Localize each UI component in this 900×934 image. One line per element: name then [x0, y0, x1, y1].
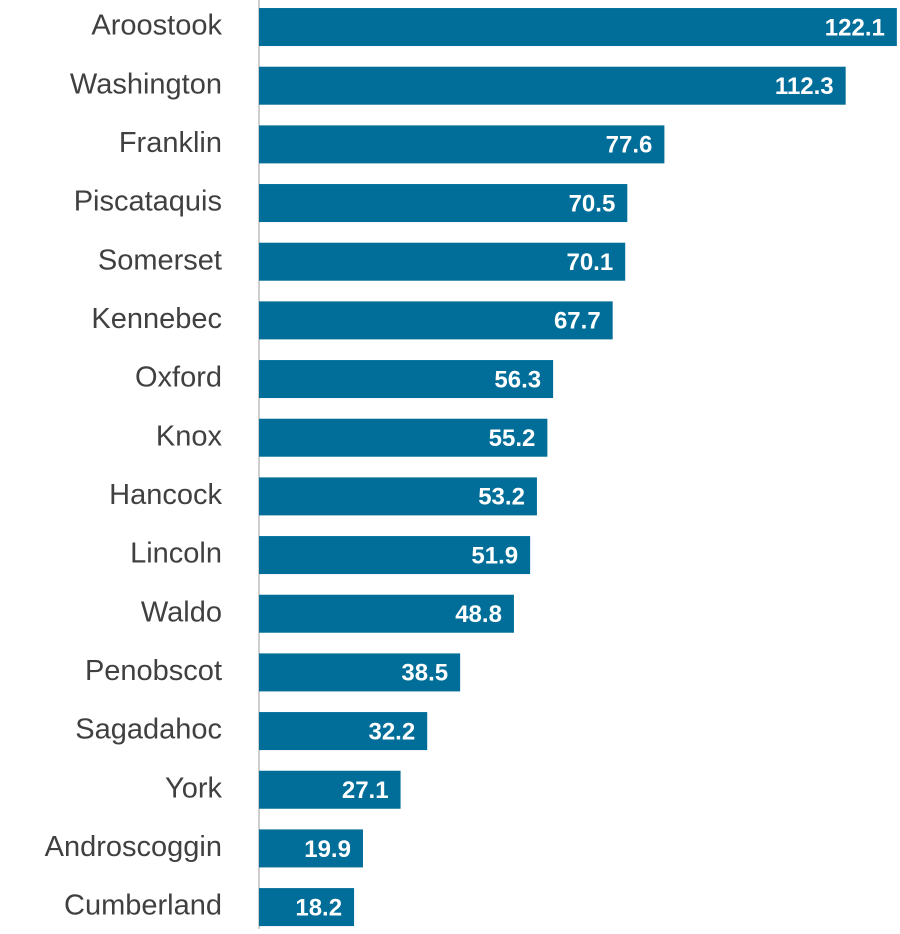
bar [259, 418, 548, 457]
bar [259, 8, 897, 47]
category-label: Androscoggin [45, 831, 222, 863]
category-label: Penobscot [85, 655, 222, 687]
category-label: Hancock [109, 479, 222, 511]
category-label: York [165, 772, 222, 804]
value-label: 122.1 [825, 14, 885, 41]
bar [259, 653, 461, 692]
value-label: 51.9 [471, 542, 518, 569]
category-label: Cumberland [64, 890, 222, 922]
bar [259, 242, 626, 281]
value-label: 55.2 [489, 425, 536, 452]
bar [259, 594, 514, 633]
category-label: Knox [156, 420, 223, 452]
category-label: Waldo [141, 596, 222, 628]
bar [259, 360, 554, 399]
bar [259, 66, 846, 105]
category-label: Aroostook [91, 10, 222, 42]
category-label: Piscataquis [74, 186, 222, 218]
value-label: 67.7 [554, 308, 601, 335]
value-label: 56.3 [494, 366, 541, 393]
category-label: Sagadahoc [75, 714, 222, 746]
bar [259, 477, 537, 516]
value-label: 18.2 [295, 894, 342, 921]
category-label: Oxford [135, 362, 222, 394]
value-label: 38.5 [401, 660, 448, 687]
bar [259, 829, 363, 868]
value-label: 53.2 [478, 484, 525, 511]
category-label: Somerset [98, 244, 222, 276]
value-label: 27.1 [342, 777, 389, 804]
category-label: Lincoln [130, 538, 222, 570]
bar [259, 536, 531, 575]
value-label: 32.2 [368, 718, 415, 745]
category-label: Franklin [119, 127, 222, 159]
value-label: 112.3 [775, 73, 834, 100]
bar [259, 888, 355, 927]
bar [259, 712, 428, 751]
bar [259, 770, 401, 809]
category-label: Washington [70, 68, 222, 100]
value-label: 70.5 [569, 190, 616, 217]
bar [259, 301, 613, 340]
value-label: 77.6 [606, 132, 653, 159]
category-label: Kennebec [91, 303, 222, 335]
value-label: 48.8 [455, 601, 502, 628]
bar [259, 184, 628, 223]
value-label: 19.9 [304, 836, 351, 863]
bar [259, 125, 665, 164]
value-label: 70.1 [566, 249, 613, 276]
